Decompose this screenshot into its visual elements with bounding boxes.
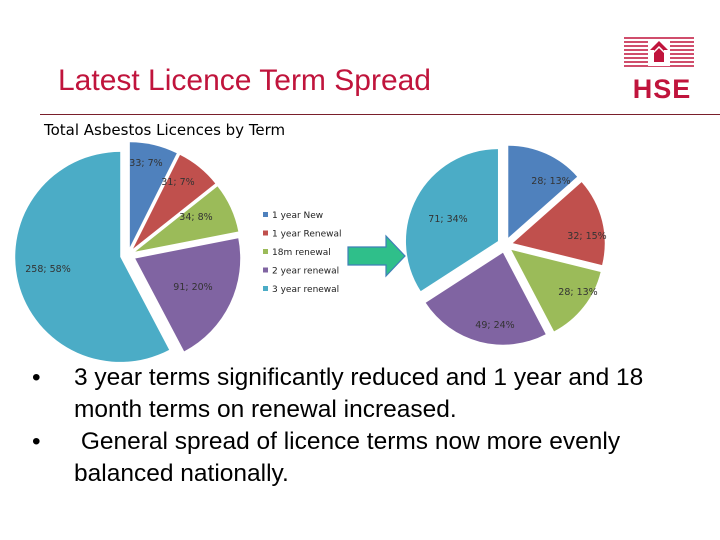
title-divider <box>40 114 720 115</box>
data-label-after-1-year-new: 28; 13% <box>531 176 570 187</box>
legend-label-1-year-new: 1 year New <box>272 211 323 221</box>
bullet-marker: • <box>32 364 41 391</box>
bullet-item-1: • 3 year terms significantly reduced and… <box>30 362 690 426</box>
pie-slice-before-2-year-renewal <box>135 238 241 352</box>
legend-label-2-year-renewal: 2 year renewal <box>272 267 339 277</box>
pie-slice-before-3-year-renewal <box>15 151 170 362</box>
data-label-before-1-year-new: 33; 7% <box>129 158 162 169</box>
data-label-after-3-year-renewal: 71; 34% <box>428 214 467 225</box>
pie-slice-before-1-year-renewal <box>133 154 216 249</box>
legend-swatch-2-year-renewal <box>263 267 268 273</box>
pie-slice-after-1-year-renewal <box>512 182 605 266</box>
data-label-before-18m-renewal: 34; 8% <box>179 212 212 223</box>
legend-label-3-year-renewal: 3 year renewal <box>272 285 339 295</box>
pie-slice-before-18m-renewal <box>135 186 239 252</box>
hse-logo-text: HSE <box>632 74 692 104</box>
right-arrow-icon <box>347 234 406 278</box>
bullet-text: 3 year terms significantly reduced and 1… <box>74 364 644 423</box>
legend-swatch-3-year-renewal <box>263 286 268 291</box>
legend-swatch-1-year-renewal <box>263 230 268 236</box>
bullet-item-2: • General spread of licence terms now mo… <box>30 426 690 490</box>
data-label-after-18m-renewal: 28; 13% <box>558 287 597 298</box>
bullet-list: • 3 year terms significantly reduced and… <box>30 362 690 490</box>
data-label-before-3-year-renewal: 258; 58% <box>25 264 70 275</box>
pie-slice-after-2-year-renewal <box>425 252 546 345</box>
legend-swatch-18m-renewal <box>263 249 268 254</box>
pie-slice-before-1-year-new <box>129 142 177 248</box>
bullet-text: General spread of licence terms now more… <box>74 428 627 487</box>
bullet-marker: • <box>32 428 41 455</box>
legend-label-1-year-renewal: 1 year Renewal <box>272 230 342 240</box>
pie-slice-after-3-year-renewal <box>405 149 498 292</box>
chart-title: Total Asbestos Licences by Term <box>44 121 286 139</box>
data-label-before-1-year-renewal: 31; 7% <box>161 177 194 188</box>
data-label-after-2-year-renewal: 49; 24% <box>475 320 514 331</box>
pie-slice-after-18m-renewal <box>511 249 601 332</box>
legend-label-18m-renewal: 18m renewal <box>272 248 331 258</box>
slide-title: Latest Licence Term Spread <box>58 64 431 97</box>
legend-swatch-1-year-new <box>263 212 268 217</box>
data-label-before-2-year-renewal: 91; 20% <box>173 282 212 293</box>
hse-logo-icon <box>624 37 694 67</box>
pie-slice-after-1-year-new <box>508 145 578 238</box>
data-label-after-1-year-renewal: 32; 15% <box>567 231 606 242</box>
